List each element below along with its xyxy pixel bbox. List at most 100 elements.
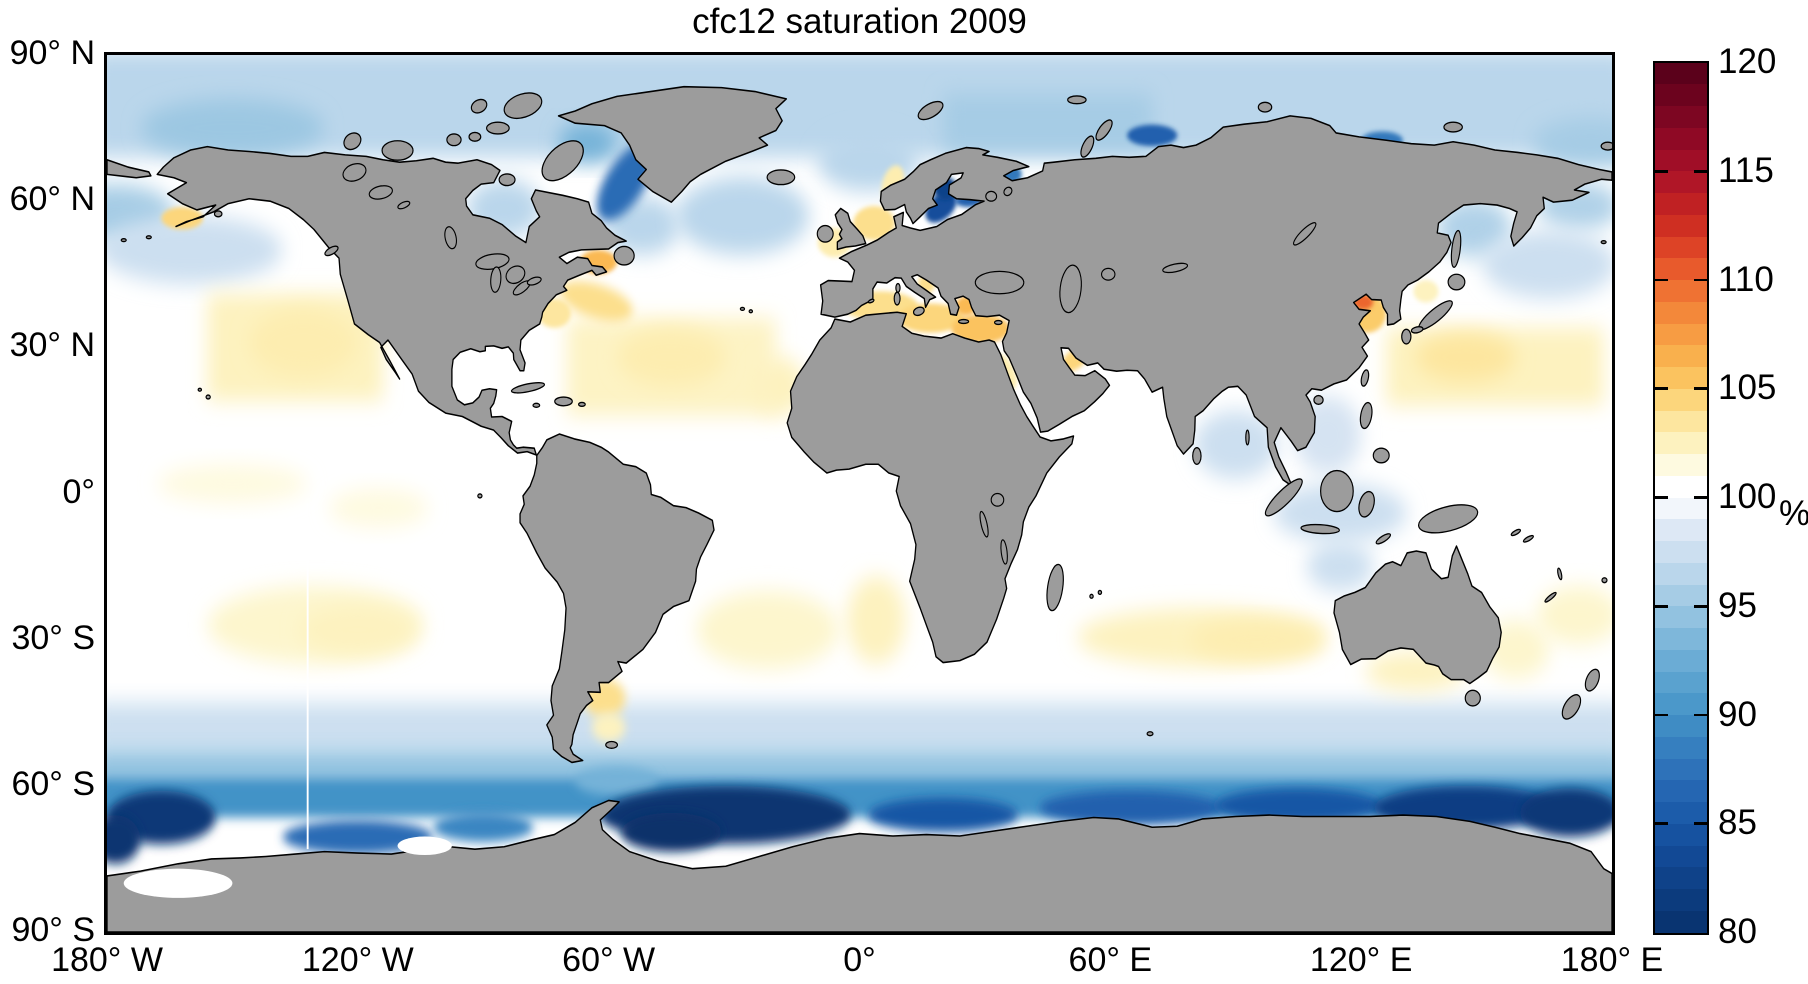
colorbar-band <box>1654 149 1707 172</box>
island-falkland <box>604 740 618 749</box>
colorbar-band <box>1654 106 1707 129</box>
colorbar-tick-label: 80 <box>1718 912 1757 952</box>
colorbar-band <box>1654 715 1707 738</box>
lake-baikal <box>1292 221 1316 246</box>
land-polygon-north-america <box>155 145 627 456</box>
colorbar-band <box>1654 301 1707 324</box>
island-franz-josef <box>1066 94 1087 104</box>
lake-balkhash <box>1161 262 1188 273</box>
colorbar-band <box>1654 606 1707 629</box>
island-somerset <box>467 131 481 142</box>
island-java <box>1299 523 1340 534</box>
ocean-field-blob-north-sea <box>852 205 895 240</box>
island-wrangel <box>1600 141 1612 151</box>
island-hawaii-1 <box>204 393 211 400</box>
island-kyushu <box>1400 328 1412 345</box>
ocean-field-blob-nep-core <box>248 307 358 377</box>
y-tick-label: 30° N <box>9 326 95 365</box>
colorbar-tick <box>1654 604 1668 608</box>
ocean-field-blob-natl-subpolar <box>675 176 809 255</box>
island-prince-of-wales <box>445 132 462 146</box>
island-vancouver-island <box>323 245 339 256</box>
island-borneo <box>1319 469 1354 512</box>
ocean-field-blob-east-antarctic-3 <box>1214 787 1382 822</box>
lake-ontario <box>526 276 542 286</box>
ocean-field-blob-azores-core <box>616 327 726 386</box>
colorbar-tick <box>1693 713 1707 717</box>
colorbar-band <box>1654 802 1707 825</box>
world-map-svg <box>106 54 1612 932</box>
land-layer <box>106 85 1612 932</box>
colorbar-band <box>1654 780 1707 803</box>
lake-ladoga <box>984 190 997 202</box>
x-tick-label: 180° E <box>1560 941 1664 979</box>
lake-tanganyika <box>978 510 989 538</box>
colorbar-tick-label: 110 <box>1718 259 1774 299</box>
ocean-field-blob-alaska-orange <box>160 206 203 229</box>
y-tick-label: 30° S <box>11 618 95 657</box>
colorbar-tick <box>1654 822 1668 826</box>
ocean-field-blob-barents-kara <box>942 93 1152 152</box>
island-southampton <box>498 172 516 186</box>
ice-shelf-amundsen-notch <box>397 836 452 855</box>
ocean-field-blob-malvinas-yellow <box>591 712 625 742</box>
island-azores-1 <box>739 306 745 311</box>
island-ellesmere <box>503 91 542 119</box>
island-hokkaido <box>1447 273 1465 291</box>
colorbar-tick <box>1693 604 1707 608</box>
colorbar-band <box>1654 258 1707 281</box>
colorbar-tick-label: 105 <box>1718 368 1777 408</box>
ocean-field-blob-kara-dark <box>1126 124 1177 146</box>
colorbar-band <box>1654 541 1707 564</box>
colorbar <box>1652 60 1709 935</box>
ocean-field-blob-satl-subtropic <box>695 590 839 669</box>
colorbar-band <box>1654 323 1707 346</box>
ocean-field-mid <box>106 142 1612 864</box>
lake-layer <box>341 162 1316 565</box>
ocean-field-blob-npac-subarctic-w <box>1481 229 1612 299</box>
ocean-field-blob-gulf-stream <box>559 280 633 321</box>
ocean-field-blob-spac-core <box>298 605 416 654</box>
colorbar-unit-label: % <box>1779 494 1808 533</box>
colorbar-band <box>1654 628 1707 651</box>
ocean-field-blob-ross-navy-2 <box>106 814 140 864</box>
island-svalbard <box>917 100 944 120</box>
island-kodiak <box>213 209 223 217</box>
colorbar-tick <box>1693 822 1707 826</box>
colorbar-band <box>1654 388 1707 411</box>
colorbar-tick-label: 100 <box>1718 477 1777 517</box>
y-tick-label: 90° N <box>9 33 95 72</box>
colorbar-band <box>1654 432 1707 455</box>
ocean-field-blob-east-antarctic-2 <box>1038 790 1223 825</box>
island-sardinia <box>893 291 901 306</box>
colorbar-tick <box>1654 496 1668 499</box>
y-tick-label: 90° S <box>11 910 95 949</box>
x-tick-label: 120° E <box>1309 941 1413 979</box>
colorbar-tick-label: 90 <box>1718 694 1757 734</box>
island-iceland <box>766 168 795 185</box>
lake-onega <box>1002 186 1012 196</box>
island-nz-north <box>1584 668 1600 692</box>
island-aleutian-2 <box>120 237 127 242</box>
colorbar-tick-label: 85 <box>1718 803 1757 843</box>
island-novaya-zemlya-s <box>1079 134 1094 158</box>
ocean-field-blob-amundsen <box>282 819 433 854</box>
ocean-field-blob-so-fringe <box>106 702 1612 752</box>
island-corsica <box>894 282 901 293</box>
ocean-field-blob-bay-of-bengal <box>1193 410 1278 479</box>
island-balearic <box>867 298 875 304</box>
island-taiwan <box>1360 368 1369 387</box>
ocean-field-blob-nw-australia <box>1306 541 1374 591</box>
colorbar-band <box>1654 671 1707 694</box>
island-ireland <box>816 224 834 243</box>
island-galapagos <box>476 492 483 499</box>
colorbar-band <box>1654 758 1707 781</box>
colorbar-band <box>1654 280 1707 303</box>
ocean-field-blob-equatorial-pac-1 <box>156 463 308 503</box>
lake-lake-victoria <box>990 492 1004 507</box>
island-azores-2 <box>748 308 753 313</box>
island-kerguelen <box>1146 730 1154 736</box>
lake-great-bear <box>341 162 366 182</box>
colorbar-band <box>1654 562 1707 585</box>
island-severnaya-zemlya <box>1257 101 1272 113</box>
